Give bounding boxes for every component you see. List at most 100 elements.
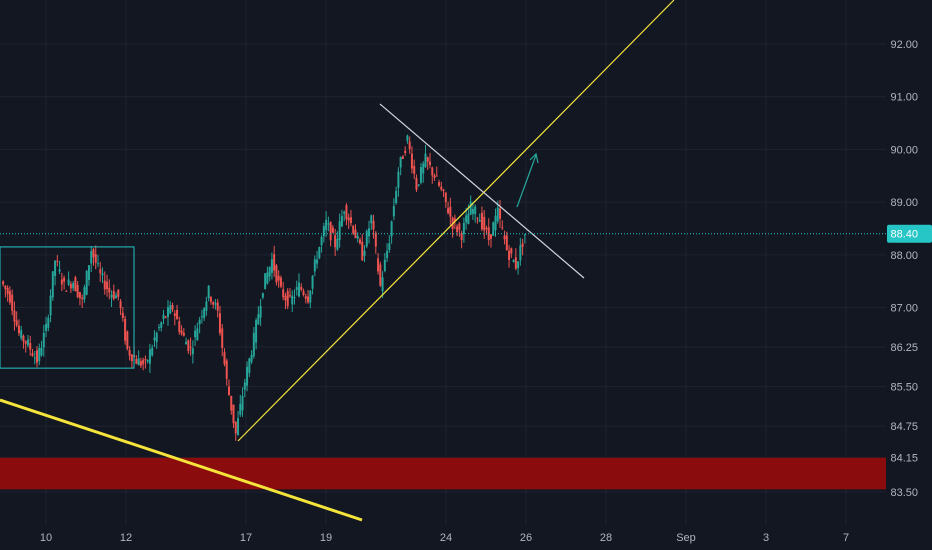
candle-body[interactable] bbox=[465, 215, 468, 223]
candle-body[interactable] bbox=[417, 184, 420, 186]
candle-body[interactable] bbox=[368, 228, 371, 237]
candle-body[interactable] bbox=[291, 295, 294, 305]
candle-body[interactable] bbox=[483, 216, 486, 231]
candle-body[interactable] bbox=[22, 335, 25, 342]
candle-body[interactable] bbox=[2, 281, 5, 285]
candle-body[interactable] bbox=[485, 227, 488, 230]
candle-body[interactable] bbox=[69, 283, 72, 289]
candle-body[interactable] bbox=[207, 285, 210, 298]
candle-body[interactable] bbox=[4, 285, 7, 289]
candle-body[interactable] bbox=[489, 234, 492, 239]
candle-body[interactable] bbox=[347, 217, 350, 221]
candle-body[interactable] bbox=[399, 156, 402, 168]
candle-body[interactable] bbox=[406, 135, 409, 141]
candle-body[interactable] bbox=[480, 212, 483, 230]
candle-body[interactable] bbox=[209, 297, 212, 302]
candle-body[interactable] bbox=[227, 386, 230, 396]
candle-body[interactable] bbox=[492, 222, 495, 236]
candle-body[interactable] bbox=[447, 208, 450, 214]
candle-body[interactable] bbox=[162, 314, 165, 320]
candle-body[interactable] bbox=[124, 318, 127, 341]
candle-body[interactable] bbox=[279, 277, 282, 287]
candle-body[interactable] bbox=[142, 359, 145, 365]
candle-body[interactable] bbox=[438, 182, 441, 186]
candle-body[interactable] bbox=[85, 270, 88, 295]
candle-body[interactable] bbox=[298, 282, 301, 297]
candle-body[interactable] bbox=[33, 357, 36, 359]
candle-body[interactable] bbox=[397, 171, 400, 188]
candle-body[interactable] bbox=[38, 347, 41, 362]
candle-body[interactable] bbox=[212, 302, 215, 305]
candle-body[interactable] bbox=[196, 328, 199, 341]
candle-body[interactable] bbox=[169, 305, 172, 314]
candle-body[interactable] bbox=[519, 245, 522, 261]
candle-body[interactable] bbox=[230, 395, 233, 411]
candle-body[interactable] bbox=[311, 275, 314, 289]
candle-body[interactable] bbox=[110, 294, 113, 298]
candle-body[interactable] bbox=[286, 291, 289, 307]
candle-body[interactable] bbox=[45, 323, 48, 331]
candle-body[interactable] bbox=[81, 297, 84, 300]
candle-body[interactable] bbox=[363, 250, 366, 256]
candle-body[interactable] bbox=[381, 277, 384, 292]
candle-body[interactable] bbox=[354, 229, 357, 239]
candle-body[interactable] bbox=[24, 341, 27, 344]
candle-body[interactable] bbox=[135, 358, 138, 364]
candle-body[interactable] bbox=[304, 296, 307, 299]
candle-body[interactable] bbox=[20, 330, 23, 339]
candle-body[interactable] bbox=[148, 349, 151, 364]
candle-body[interactable] bbox=[460, 233, 463, 241]
candle-body[interactable] bbox=[128, 349, 131, 356]
candle-body[interactable] bbox=[386, 250, 389, 259]
candle-body[interactable] bbox=[200, 316, 203, 318]
candle-body[interactable] bbox=[358, 239, 361, 244]
candle-body[interactable] bbox=[388, 243, 391, 250]
candle-body[interactable] bbox=[512, 260, 515, 262]
candle-body[interactable] bbox=[467, 213, 470, 225]
candle-body[interactable] bbox=[248, 358, 251, 373]
candle-body[interactable] bbox=[377, 258, 380, 272]
candle-body[interactable] bbox=[322, 226, 325, 237]
candle-body[interactable] bbox=[58, 269, 61, 272]
candle-body[interactable] bbox=[349, 217, 352, 223]
candle-body[interactable] bbox=[261, 292, 264, 298]
candle-body[interactable] bbox=[471, 209, 474, 214]
candle-body[interactable] bbox=[295, 287, 298, 290]
candle-body[interactable] bbox=[338, 221, 341, 241]
candle-body[interactable] bbox=[284, 295, 287, 301]
candle-body[interactable] bbox=[508, 250, 511, 260]
candle-body[interactable] bbox=[370, 215, 373, 224]
candle-body[interactable] bbox=[270, 259, 273, 273]
range-rectangle[interactable] bbox=[0, 246, 135, 369]
candle-body[interactable] bbox=[144, 359, 147, 361]
candle-body[interactable] bbox=[78, 292, 81, 299]
candle-body[interactable] bbox=[137, 358, 140, 366]
candle-body[interactable] bbox=[241, 395, 244, 411]
candle-body[interactable] bbox=[31, 353, 34, 356]
candle-body[interactable] bbox=[223, 352, 226, 365]
candle-body[interactable] bbox=[474, 206, 477, 215]
candle-body[interactable] bbox=[234, 421, 237, 434]
candle-body[interactable] bbox=[178, 321, 181, 332]
candle-body[interactable] bbox=[26, 339, 29, 346]
candle-body[interactable] bbox=[487, 227, 490, 240]
candle-body[interactable] bbox=[119, 301, 122, 309]
candle-body[interactable] bbox=[496, 207, 499, 222]
candle-body[interactable] bbox=[401, 156, 404, 159]
candle-body[interactable] bbox=[239, 403, 242, 415]
candle-body[interactable] bbox=[54, 260, 57, 277]
candle-body[interactable] bbox=[293, 297, 296, 299]
candle-body[interactable] bbox=[218, 313, 221, 334]
candle-body[interactable] bbox=[185, 341, 188, 345]
candle-body[interactable] bbox=[67, 279, 70, 285]
candle-body[interactable] bbox=[255, 320, 258, 343]
candle-body[interactable] bbox=[273, 254, 276, 271]
candle-body[interactable] bbox=[336, 238, 339, 250]
candle-body[interactable] bbox=[458, 223, 461, 230]
candle-body[interactable] bbox=[300, 286, 303, 290]
candle-body[interactable] bbox=[257, 314, 260, 325]
candle-body[interactable] bbox=[327, 223, 330, 225]
candle-body[interactable] bbox=[252, 332, 255, 357]
candle-body[interactable] bbox=[334, 235, 337, 248]
